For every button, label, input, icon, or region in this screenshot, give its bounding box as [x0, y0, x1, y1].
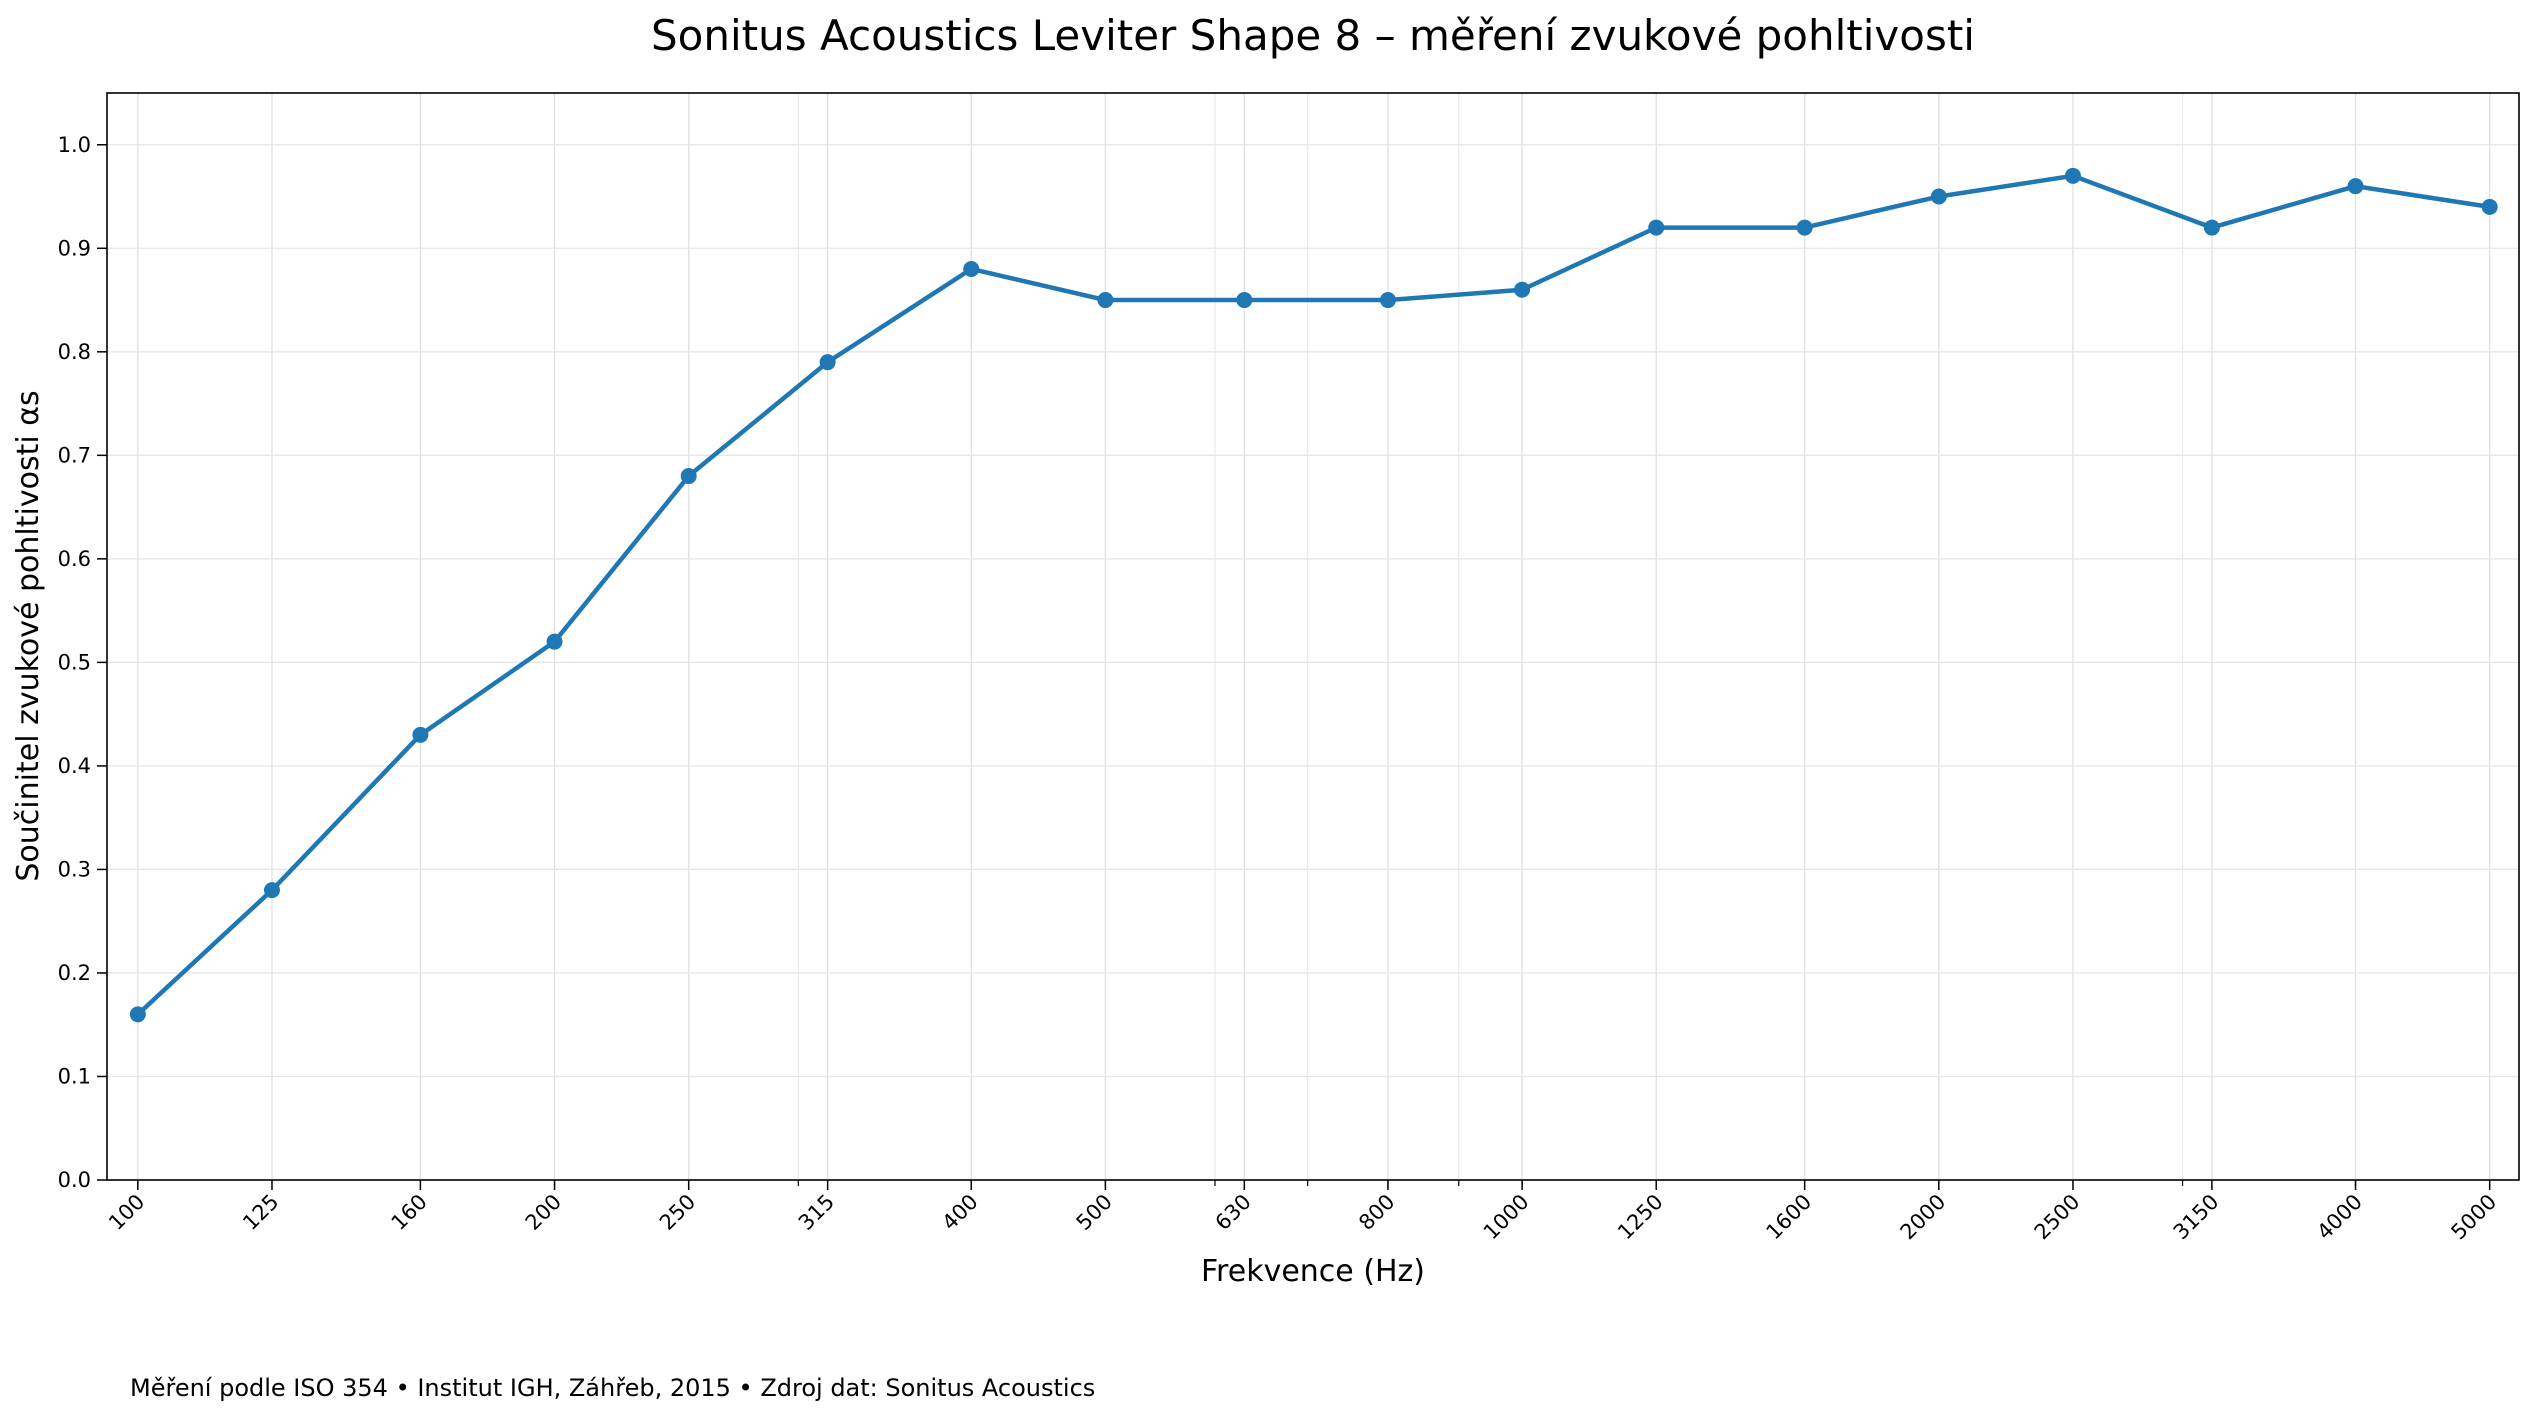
x-tick-label: 500 [1072, 1190, 1117, 1235]
x-tick-label: 1000 [1479, 1190, 1534, 1245]
x-tick-label: 125 [238, 1190, 283, 1235]
x-tick-label: 400 [937, 1190, 982, 1235]
data-point [412, 726, 429, 743]
data-point [2064, 167, 2081, 184]
x-tick-label: 1250 [1613, 1190, 1668, 1245]
y-tick-label: 0.8 [58, 340, 91, 364]
x-tick-label: 250 [655, 1190, 700, 1235]
chart-title: Sonitus Acoustics Leviter Shape 8 – měře… [651, 11, 1975, 60]
x-axis-label: Frekvence (Hz) [1201, 1254, 1425, 1289]
x-tick-label: 100 [104, 1190, 149, 1235]
footnote: Měření podle ISO 354 • Institut IGH, Záh… [130, 1374, 1095, 1402]
plot-frame [106, 92, 2520, 1181]
data-point [2347, 178, 2364, 195]
y-tick-label: 0.1 [58, 1064, 91, 1088]
data-point [1514, 281, 1531, 298]
y-tick-label: 0.4 [58, 754, 91, 778]
x-tick-label: 4000 [2312, 1190, 2367, 1245]
data-point [1236, 292, 1253, 309]
data-point [546, 633, 563, 650]
x-tick-label: 5000 [2446, 1190, 2501, 1245]
data-point [1930, 188, 1947, 205]
x-tick-label: 630 [1211, 1190, 1256, 1235]
data-point [1796, 219, 1813, 236]
x-tick-label: 800 [1354, 1190, 1399, 1235]
y-tick-label: 0.6 [58, 547, 91, 571]
x-tick-label: 1600 [1761, 1190, 1816, 1245]
y-tick-label: 0.7 [58, 443, 91, 467]
data-point [263, 882, 280, 899]
x-tick-label: 200 [521, 1190, 566, 1235]
series-line [135, 173, 2492, 1017]
data-point [819, 354, 836, 371]
x-tick-label: 2500 [2030, 1190, 2085, 1245]
grid [107, 93, 2519, 1181]
data-point [1097, 292, 1114, 309]
x-tick-label: 3150 [2169, 1190, 2224, 1245]
data-point [2481, 198, 2498, 215]
y-tick-label: 0.3 [58, 857, 91, 881]
y-axis-label: Součinitel zvukové pohltivosti αs [11, 390, 46, 881]
x-tick-label: 160 [387, 1190, 432, 1235]
data-point [1648, 219, 1665, 236]
y-tick-label: 0.5 [58, 650, 91, 674]
y-tick-label: 0.2 [58, 961, 91, 985]
data-point [129, 1006, 146, 1023]
data-point [2203, 219, 2220, 236]
data-point [680, 468, 697, 485]
data-point [1379, 292, 1396, 309]
y-tick-label: 0.9 [58, 236, 91, 260]
x-tick-label: 315 [794, 1190, 839, 1235]
x-tick-label: 2000 [1896, 1190, 1951, 1245]
y-tick-label: 0.0 [58, 1168, 91, 1192]
series-layer [129, 167, 2498, 1023]
y-tick-label: 1.0 [58, 133, 91, 157]
data-point [963, 260, 980, 277]
